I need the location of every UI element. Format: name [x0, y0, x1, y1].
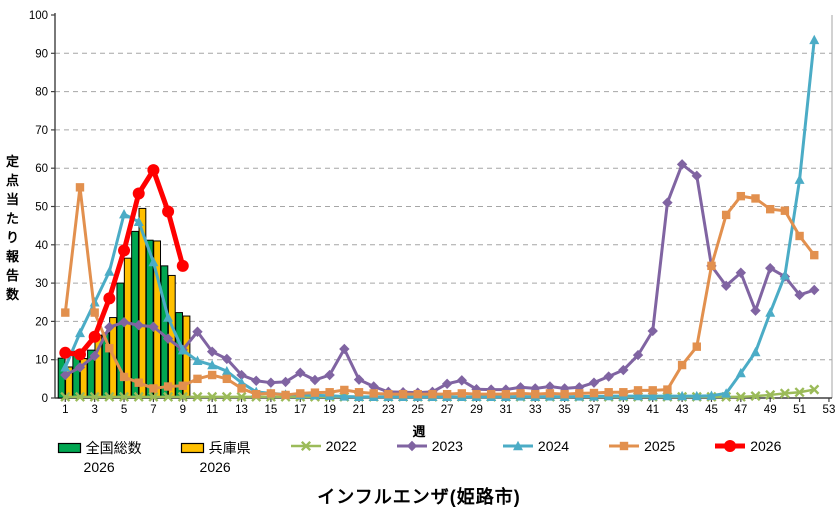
markers-2025: [61, 183, 819, 400]
legend-swatch: [57, 442, 81, 454]
x-tick-label: 13: [235, 404, 248, 416]
x-tick-label: 27: [441, 404, 454, 416]
x-tick-label: 21: [353, 404, 366, 416]
x-tick-label: 19: [323, 404, 336, 416]
y-tick-label: 0: [42, 393, 48, 405]
x-tick-label: 11: [206, 404, 218, 416]
y-tick-label: 70: [35, 125, 48, 137]
y-axis-title: 定点当たり報告数: [6, 154, 20, 302]
legend-item-2022: 2022: [289, 438, 357, 454]
x-tick-label: 3: [91, 404, 97, 416]
line-2023: [63, 162, 816, 395]
chart-legend: 全国総数 2026 兵庫県 2026 2022 2023 2024 2025 2…: [0, 438, 838, 475]
legend-label-line2: 2026: [83, 459, 115, 475]
legend-label: 兵庫県: [208, 440, 251, 456]
legend-swatch: [180, 442, 204, 454]
x-axis-title: 週: [412, 424, 426, 439]
legend-item-2023: 2023: [395, 438, 463, 454]
x-tick-label: 5: [121, 404, 127, 416]
legend-label: 全国総数: [85, 440, 142, 456]
legend-item-2025: 2025: [607, 438, 675, 454]
bar-全国総数-w6: [131, 230, 139, 399]
x-tick-label: 39: [617, 404, 630, 416]
legend-label: 2025: [644, 438, 676, 454]
legend-label-line2: 2026: [199, 459, 231, 475]
x-tick-label: 17: [294, 404, 307, 416]
legend-item-全国総数: 全国総数 2026: [57, 438, 142, 475]
x-tick-label: 35: [558, 404, 571, 416]
y-tick-label: 40: [35, 240, 48, 252]
line-2025: [63, 185, 816, 397]
y-tick-label: 90: [35, 48, 48, 60]
markers-2026: [59, 164, 189, 361]
x-tick-label: 33: [529, 404, 542, 416]
x-tick-label: 53: [823, 404, 836, 416]
x-tick-label: 9: [180, 404, 186, 416]
x-tick-label: 51: [793, 404, 806, 416]
x-tick-label: 41: [646, 404, 659, 416]
legend-label: 2026: [750, 438, 782, 454]
x-tick-label: 25: [411, 404, 424, 416]
chart-title: インフルエンザ(姫路市): [317, 487, 521, 507]
y-tick-label: 50: [35, 202, 48, 214]
y-tick-label: 80: [35, 87, 48, 99]
y-tick-label: 100: [29, 10, 48, 22]
y-tick-label: 30: [35, 278, 48, 290]
x-tick-label: 31: [499, 404, 512, 416]
x-tick-label: 47: [734, 404, 747, 416]
x-tick-label: 1: [62, 404, 68, 416]
x-tick-label: 23: [382, 404, 395, 416]
legend-label: 2024: [537, 438, 570, 454]
legend-label: 2022: [325, 438, 357, 454]
x-tick-label: 7: [150, 404, 156, 416]
y-tick-label: 10: [35, 355, 48, 367]
y-tick-label: 20: [35, 316, 48, 328]
legend-item-2024: 2024: [501, 438, 569, 454]
x-tick-label: 15: [264, 404, 277, 416]
legend-item-兵庫県: 兵庫県 2026: [180, 438, 251, 475]
x-tick-label: 43: [676, 404, 689, 416]
x-tick-label: 49: [764, 404, 777, 416]
line-2024: [63, 38, 816, 399]
legend-label: 2023: [431, 438, 463, 454]
legend-item-2026: 2026: [713, 438, 781, 454]
x-tick-label: 45: [705, 404, 718, 416]
x-tick-label: 37: [588, 404, 601, 416]
y-tick-label: 60: [35, 163, 48, 175]
x-tick-label: 29: [470, 404, 483, 416]
